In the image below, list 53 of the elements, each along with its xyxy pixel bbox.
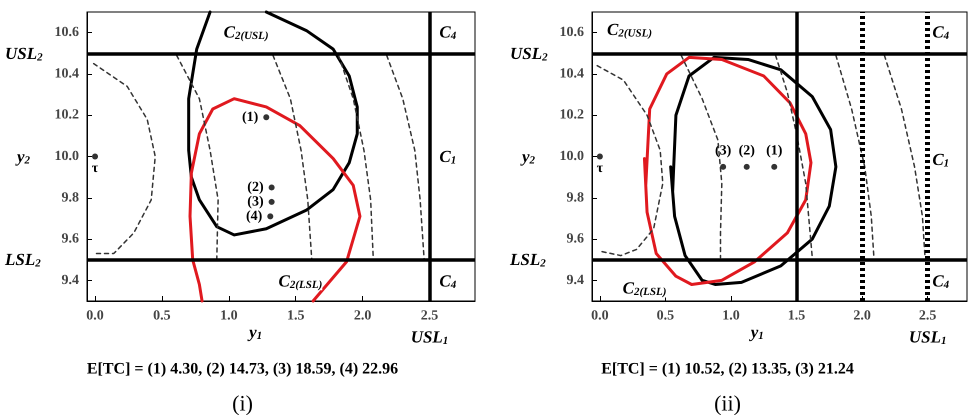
line-series [188,97,362,302]
line-series [884,54,926,258]
line-series [92,62,156,254]
text: (i) [232,390,253,415]
x-tick-label: 2.5 [420,308,438,324]
point [268,198,275,205]
line-series [386,54,425,260]
point [92,154,98,160]
annotation: (2) [738,143,756,158]
point [267,213,274,220]
text: E[TC] = (1) 10.52, (2) 13.35, (3) 21.24 [601,360,854,378]
y-tick-label: 10.0 [560,149,584,164]
annotation: τ [596,161,604,176]
annotation: (3) [247,194,264,210]
x-tick-label: 2.0 [354,308,372,324]
x-tick-label: 1.5 [286,308,304,324]
x-tick-label: 1.0 [220,308,238,324]
line-series [176,54,219,260]
annotation: (1) [242,110,259,125]
x-tick-label: 2.0 [853,308,871,324]
y-tick-label: 9.4 [566,272,584,288]
point [268,184,275,190]
y-tick-label: 9.6 [62,232,79,247]
y-tick-label: 10.2 [560,108,584,123]
annotation: (1) [766,143,783,158]
x-tick-label: 0.5 [153,308,171,324]
line-series [596,64,664,256]
line-series [272,54,313,260]
x-tick-label: 0.0 [591,308,609,324]
line-series [835,54,875,258]
y-tick-label: 9.8 [566,190,584,206]
x-tick-label: 2.5 [918,308,936,324]
text: E[TC] = (1) 4.30, (2) 14.73, (3) 18.59, (4) 22.96 [86,360,398,378]
y-tick-label: 9.4 [62,272,79,288]
y-tick-label: 10.6 [560,25,584,40]
annotation: (4) [246,208,263,224]
y-tick-label: 9.6 [566,232,584,247]
line-series [642,56,812,286]
y-tick-label: 10.4 [54,66,79,82]
x-tick-label: 1.5 [788,308,806,324]
y-tick-label: 10.2 [54,108,79,123]
y-tick-label: 9.8 [62,190,79,206]
x-tick-label: 0.5 [656,308,674,324]
y-tick-label: 10.0 [54,149,79,164]
annotation: τ [92,161,99,176]
y-tick-label: 10.6 [54,25,79,40]
annotation: (3) [714,143,732,158]
x-tick-label: 0.0 [86,308,104,324]
y-tick-label: 10.4 [560,66,584,82]
text: (ii) [714,390,741,415]
point [263,114,270,120]
annotation: (2) [247,180,264,195]
x-tick-label: 1.0 [722,308,740,324]
